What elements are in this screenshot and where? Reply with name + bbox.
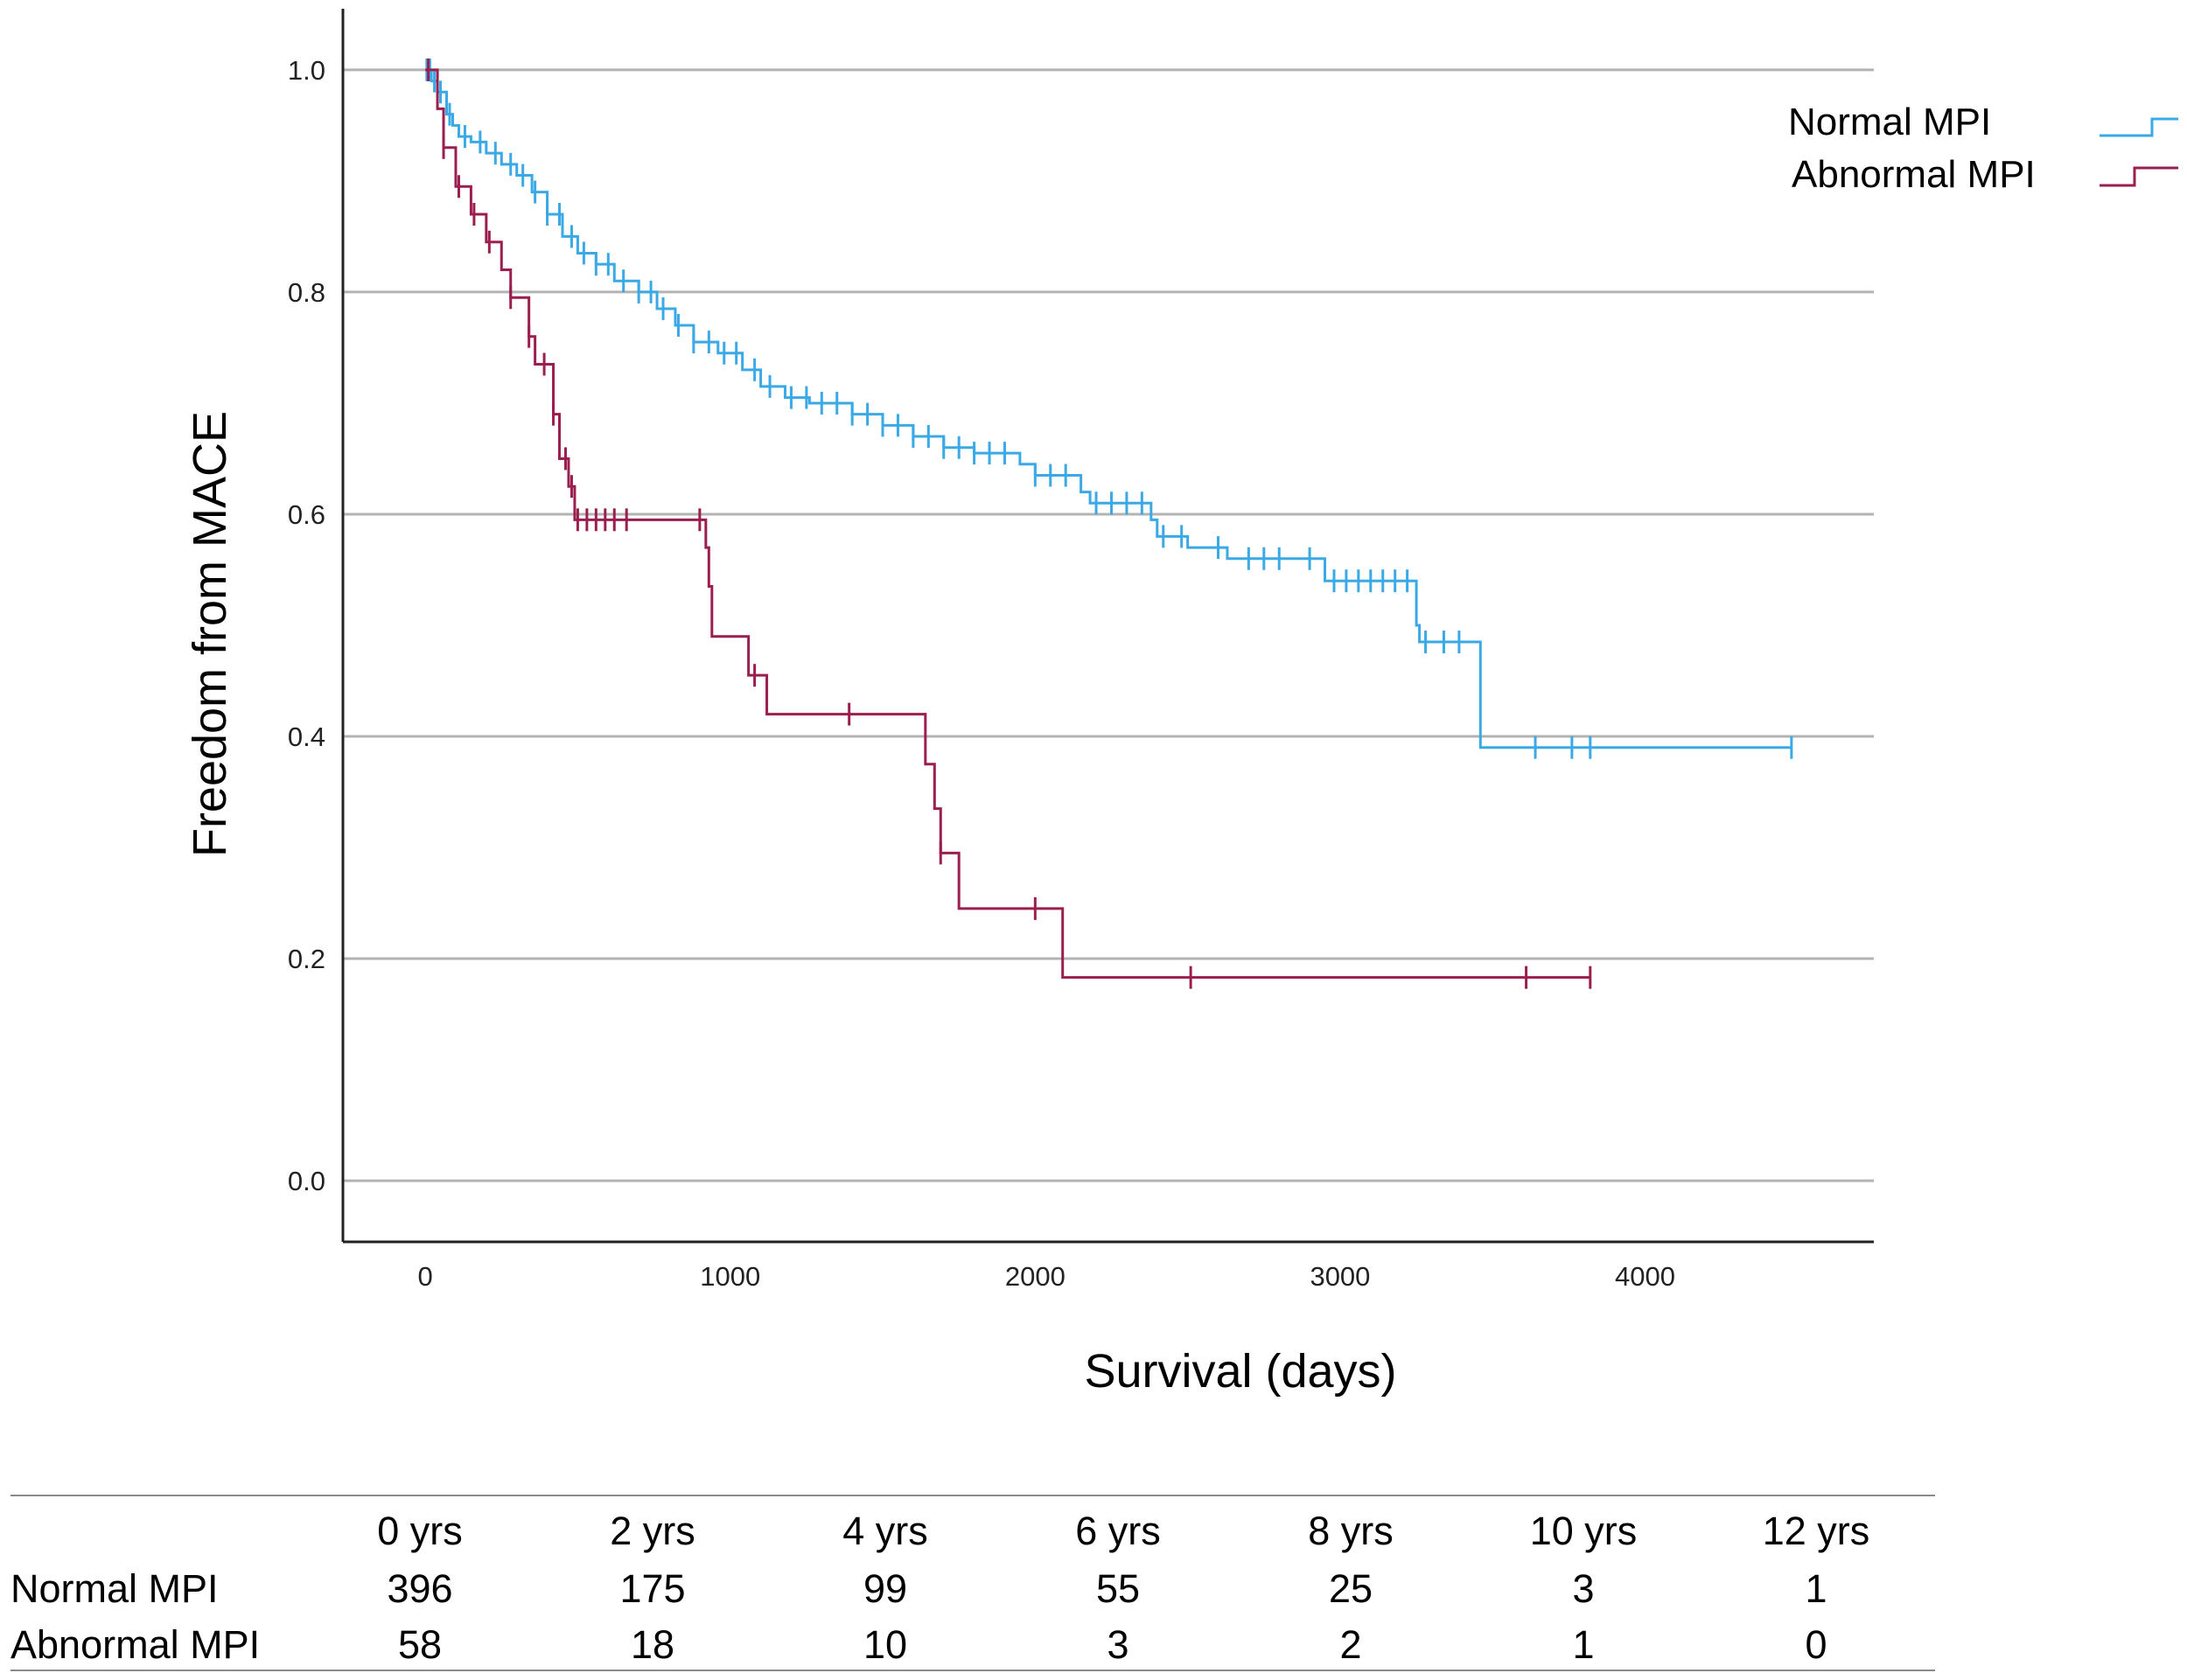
table-cell: 2	[1339, 1622, 1362, 1667]
x-tick-label: 1000	[700, 1261, 760, 1292]
risk-table: 0 yrs 2 yrs 4 yrs 6 yrs 8 yrs 10 yrs 12 …	[10, 1491, 1935, 1675]
table-top-rule	[10, 1495, 1935, 1496]
table-cell: 25	[1328, 1566, 1373, 1611]
y-tick-label: 0.0	[288, 1166, 325, 1196]
km-curve-normal-mpi	[425, 68, 1792, 749]
legend-label-abnormal-mpi: Abnormal MPI	[1792, 153, 2036, 196]
y-tick-label: 0.6	[288, 499, 325, 530]
header-2-yrs: 2 yrs	[610, 1509, 695, 1553]
table-cell: 396	[387, 1566, 453, 1611]
table-cell: 10	[863, 1622, 908, 1667]
x-tick-label: 0	[417, 1261, 432, 1292]
km-curve-abnormal-mpi	[425, 68, 1590, 979]
table-cell: 1	[1572, 1622, 1595, 1667]
legend-label-normal-mpi: Normal MPI	[1788, 101, 1991, 143]
table-cell: 55	[1095, 1566, 1141, 1611]
legend-swatch-normal-mpi	[2100, 117, 2178, 137]
legend: Normal MPI Abnormal MPI	[1788, 101, 2178, 196]
header-0-yrs: 0 yrs	[377, 1509, 463, 1553]
header-6-yrs: 6 yrs	[1075, 1509, 1161, 1553]
table-cell: 18	[630, 1622, 675, 1667]
series-layer	[425, 58, 1793, 989]
series-normal-mpi	[425, 58, 1793, 759]
x-tick-label: 3000	[1310, 1261, 1370, 1292]
row-label-abnormal-mpi: Abnormal MPI	[10, 1622, 261, 1667]
x-tick-labels: 0 1000 2000 3000 4000	[417, 1261, 1675, 1292]
row-label-normal-mpi: Normal MPI	[10, 1566, 219, 1611]
km-chart: 0.0 0.2 0.4 0.6 0.8 1.0 0 1000 2000 3000 4000 Sur…	[184, 9, 2178, 1398]
y-axis-title: Freedom from MACE	[184, 411, 236, 857]
header-12-yrs: 12 yrs	[1762, 1509, 1870, 1553]
table-cell: 58	[397, 1622, 443, 1667]
y-tick-label: 1.0	[288, 55, 325, 86]
x-axis-title: Survival (days)	[1084, 1345, 1396, 1398]
y-tick-label: 0.4	[288, 721, 325, 752]
gridlines	[343, 68, 1874, 1182]
series-abnormal-mpi	[425, 58, 1592, 989]
legend-item-abnormal-mpi: Abnormal MPI	[1792, 153, 2178, 196]
table-cell: 3	[1572, 1566, 1595, 1611]
y-tick-label: 0.8	[288, 277, 325, 308]
table-cell: 0	[1805, 1622, 1827, 1667]
table-cell: 99	[863, 1566, 908, 1611]
x-tick-label: 2000	[1005, 1261, 1066, 1292]
table-cell: 175	[619, 1566, 686, 1611]
table-cell: 3	[1107, 1622, 1129, 1667]
y-tick-label: 0.2	[288, 944, 325, 974]
header-8-yrs: 8 yrs	[1308, 1509, 1394, 1553]
header-4-yrs: 4 yrs	[842, 1509, 928, 1553]
table-bottom-rule	[10, 1670, 1935, 1671]
header-10-yrs: 10 yrs	[1529, 1509, 1638, 1553]
table-cell: 1	[1805, 1566, 1827, 1611]
legend-swatch-abnormal-mpi	[2100, 166, 2178, 187]
y-tick-labels: 0.0 0.2 0.4 0.6 0.8 1.0	[288, 55, 325, 1196]
x-tick-label: 4000	[1615, 1261, 1675, 1292]
legend-item-normal-mpi: Normal MPI	[1788, 101, 2178, 143]
